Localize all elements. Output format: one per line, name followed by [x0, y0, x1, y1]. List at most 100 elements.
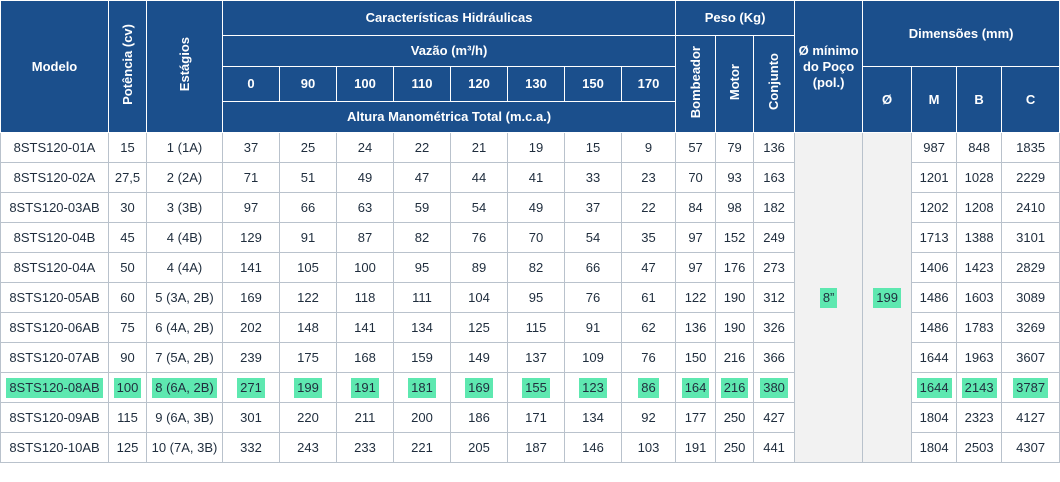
cell-head: 91 — [564, 312, 622, 343]
cell-head: 61 — [620, 282, 677, 313]
table-row: 8STS120-09AB 115 9 (6A, 3B) 301 220 211 200 186… — [0, 402, 1060, 433]
table-row: 8STS120-10AB 125 10 (7A, 3B) 332 243 233 221 20… — [0, 432, 1060, 463]
header-potencia-label: Potência (cv) — [119, 24, 135, 105]
header-peso: Peso (Kg) — [675, 0, 796, 36]
cell-peso: 249 — [753, 222, 796, 253]
cell-head: 111 — [393, 282, 451, 313]
cell-head: 332 — [222, 432, 280, 463]
cell-peso: 250 — [715, 402, 755, 433]
cell-head: 146 — [564, 432, 622, 463]
cell-head: 22 — [393, 132, 451, 163]
cell-head: 149 — [450, 342, 508, 373]
header-flow: 150 — [564, 66, 622, 102]
cell-head: 41 — [507, 162, 565, 193]
cell-head: 191 — [336, 372, 394, 403]
cell-potencia-highlight: 100 — [113, 377, 142, 398]
cell-head: 44 — [450, 162, 508, 193]
cell-modelo: 8STS120-04B — [0, 222, 109, 253]
header-flow: 130 — [507, 66, 565, 102]
cell-estagios: 4 (4B) — [146, 222, 223, 253]
header-potencia: Potência (cv) — [108, 0, 147, 133]
cell-dim: 1423 — [956, 252, 1003, 283]
header-flow: 120 — [450, 66, 508, 102]
cell-peso: 176 — [715, 252, 755, 283]
cell-poco: 8” — [794, 132, 864, 463]
table-header: Modelo Potência (cv) Estágios Caracterís… — [0, 0, 1060, 133]
cell-head: 76 — [620, 342, 677, 373]
cell-head: 62 — [620, 312, 677, 343]
cell-head: 89 — [450, 252, 508, 283]
cell-peso: 79 — [715, 132, 755, 163]
cell-peso: 136 — [675, 312, 717, 343]
cell-dim-highlight: 3787 — [1013, 377, 1049, 398]
cell-head: 54 — [564, 222, 622, 253]
table-row: 8STS120-04B 45 4 (4B) 129 91 87 82 76 70 54 35 97 15… — [0, 222, 1060, 253]
cell-modelo: 8STS120-08AB — [0, 372, 109, 403]
cell-peso: 163 — [753, 162, 796, 193]
cell-head: 169 — [450, 372, 508, 403]
table-row: 8STS120-06AB 75 6 (4A, 2B) 202 148 141 134 125 1… — [0, 312, 1060, 343]
cell-potencia: 125 — [108, 432, 147, 463]
cell-dim-highlight: 2143 — [961, 377, 997, 398]
cell-head: 220 — [279, 402, 337, 433]
cell-modelo: 8STS120-06AB — [0, 312, 109, 343]
cell-head: 100 — [336, 252, 394, 283]
cell-dim: 1486 — [911, 312, 958, 343]
cell-head: 59 — [393, 192, 451, 223]
cell-peso: 136 — [753, 132, 796, 163]
cell-head: 141 — [222, 252, 280, 283]
cell-head: 109 — [564, 342, 622, 373]
cell-head-highlight: 199 — [294, 377, 322, 398]
cell-head: 181 — [393, 372, 451, 403]
cell-head: 76 — [450, 222, 508, 253]
cell-dim: 2323 — [956, 402, 1003, 433]
cell-modelo: 8STS120-07AB — [0, 342, 109, 373]
cell-head: 22 — [620, 192, 677, 223]
cell-dim: 2143 — [956, 372, 1003, 403]
cell-dim: 987 — [911, 132, 958, 163]
poco-value: 8” — [819, 287, 838, 308]
cell-dim: 3269 — [1001, 312, 1060, 343]
cell-head: 137 — [507, 342, 565, 373]
cell-modelo: 8STS120-10AB — [0, 432, 109, 463]
cell-head: 47 — [393, 162, 451, 193]
cell-head: 37 — [564, 192, 622, 223]
cell-head: 159 — [393, 342, 451, 373]
cell-head: 168 — [336, 342, 394, 373]
header-flow: 170 — [620, 66, 677, 102]
cell-dim: 1486 — [911, 282, 958, 313]
cell-head: 105 — [279, 252, 337, 283]
cell-head: 86 — [620, 372, 677, 403]
cell-peso: 57 — [675, 132, 717, 163]
cell-estagios: 10 (7A, 3B) — [146, 432, 223, 463]
cell-peso-highlight: 380 — [760, 377, 788, 398]
cell-dim: 1388 — [956, 222, 1003, 253]
cell-dim: 3787 — [1001, 372, 1060, 403]
cell-head: 122 — [279, 282, 337, 313]
cell-head-highlight: 86 — [638, 377, 659, 398]
cell-head: 24 — [336, 132, 394, 163]
cell-head: 76 — [564, 282, 622, 313]
cell-peso-highlight: 164 — [681, 377, 710, 398]
cell-dim: 1201 — [911, 162, 958, 193]
cell-dim: 4307 — [1001, 432, 1060, 463]
cell-estagios: 3 (3B) — [146, 192, 223, 223]
header-poco: Ø mínimo do Poço (pol.) — [794, 0, 864, 133]
cell-estagios: 7 (5A, 2B) — [146, 342, 223, 373]
cell-peso: 150 — [675, 342, 717, 373]
cell-peso: 182 — [753, 192, 796, 223]
cell-head: 134 — [393, 312, 451, 343]
cell-modelo: 8STS120-02A — [0, 162, 109, 193]
cell-potencia: 45 — [108, 222, 147, 253]
cell-head: 82 — [393, 222, 451, 253]
header-flow: 100 — [336, 66, 394, 102]
cell-estagios: 9 (6A, 3B) — [146, 402, 223, 433]
cell-head: 155 — [507, 372, 565, 403]
cell-dim: 3101 — [1001, 222, 1060, 253]
header-dim-c: C — [1001, 66, 1060, 133]
cell-head-highlight: 123 — [579, 377, 607, 398]
cell-peso: 97 — [675, 222, 717, 253]
cell-head: 91 — [279, 222, 337, 253]
cell-dim: 4127 — [1001, 402, 1060, 433]
cell-potencia: 115 — [108, 402, 147, 433]
